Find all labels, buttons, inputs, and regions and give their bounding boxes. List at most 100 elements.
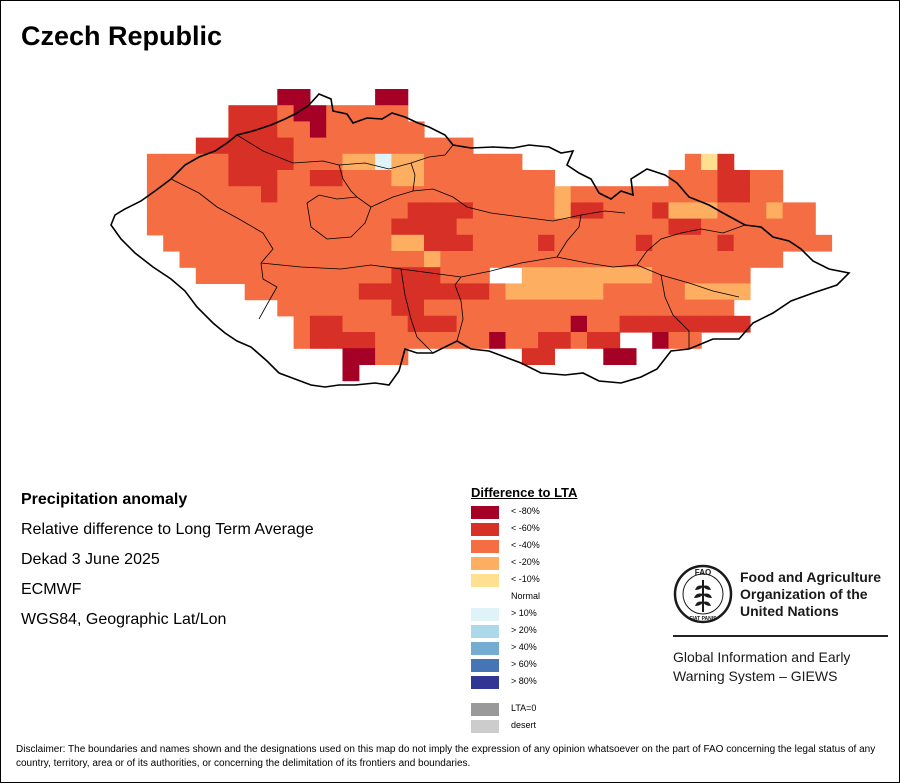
grid-cell	[684, 267, 702, 284]
grid-cell	[309, 153, 327, 171]
grid-cell	[701, 170, 718, 187]
grid-cell	[309, 332, 327, 349]
grid-cell	[733, 218, 751, 236]
grid-cell	[146, 218, 164, 236]
legend-row: Normal	[471, 589, 631, 606]
grid-cell	[798, 218, 816, 236]
grid-cell	[505, 202, 523, 220]
map-title: Czech Republic	[21, 21, 223, 51]
grid-cell	[570, 299, 588, 317]
grid-cell	[277, 299, 295, 317]
grid-cell	[261, 267, 278, 284]
grid-cell	[456, 332, 474, 349]
grid-cell	[440, 283, 458, 301]
anomaly-grid	[146, 89, 833, 382]
grid-cell	[472, 218, 490, 236]
grid-cell	[244, 234, 262, 252]
grid-cell	[261, 105, 278, 122]
grid-cell	[554, 186, 572, 203]
grid-cell	[195, 267, 213, 284]
grid-cell	[505, 299, 523, 317]
grid-cell	[733, 251, 751, 268]
grid-cell	[342, 105, 360, 122]
region-boundary	[306, 194, 372, 240]
info-line-source: ECMWF	[21, 581, 82, 598]
grid-cell	[358, 153, 376, 171]
region-boundary	[636, 224, 746, 266]
grid-cell	[391, 105, 409, 122]
grid-cell	[684, 170, 702, 187]
grid-cell	[195, 202, 213, 220]
grid-cell	[407, 283, 425, 301]
grid-cell	[717, 251, 735, 268]
grid-cell	[635, 202, 653, 220]
grid-cell	[424, 251, 441, 268]
grid-cell	[212, 153, 229, 171]
grid-cell	[472, 283, 490, 301]
grid-cell	[619, 186, 637, 203]
grid-cell	[342, 234, 360, 252]
grid-cell	[635, 218, 653, 236]
giews-name-line: Global Information and Early	[673, 649, 851, 665]
grid-cell	[391, 234, 409, 252]
grid-cell	[309, 218, 327, 236]
grid-cell	[815, 234, 833, 252]
grid-cell	[179, 202, 197, 220]
grid-cell	[326, 218, 344, 236]
grid-cell	[603, 348, 621, 365]
grid-cell	[277, 137, 295, 155]
grid-cell	[489, 283, 507, 301]
grid-cell	[701, 315, 718, 333]
grid-cell	[472, 170, 490, 187]
grid-cell	[309, 105, 327, 122]
grid-cell	[212, 218, 229, 236]
grid-cell	[717, 170, 735, 187]
grid-cell	[146, 202, 164, 220]
grid-cell	[489, 234, 507, 252]
grid-cell	[261, 202, 278, 220]
grid-cell	[309, 283, 327, 301]
grid-cell	[603, 267, 621, 284]
grid-cell	[538, 332, 555, 349]
legend-swatch	[471, 625, 499, 638]
grid-cell	[635, 251, 653, 268]
grid-cell	[456, 202, 474, 220]
grid-cell	[717, 153, 735, 171]
grid-cell	[358, 234, 376, 252]
grid-cell	[407, 121, 425, 139]
grid-cell	[375, 348, 392, 365]
grid-cell	[277, 170, 295, 187]
legend-label: Normal	[511, 591, 541, 601]
grid-cell	[733, 202, 751, 220]
grid-cell	[391, 202, 409, 220]
grid-cell	[635, 283, 653, 301]
info-line-projection: WGS84, Geographic Lat/Lon	[21, 611, 227, 628]
grid-cell	[342, 267, 360, 284]
fao-name: Food and Agriculture Organization of the…	[740, 569, 881, 620]
grid-cell	[684, 153, 702, 171]
grid-cell	[179, 251, 197, 268]
legend-label: > 40%	[511, 642, 537, 652]
grid-cell	[228, 218, 246, 236]
legend-label: desert	[511, 720, 537, 730]
region-boundary	[236, 134, 454, 170]
legend-row: < -20%	[471, 555, 631, 572]
grid-cell	[228, 186, 246, 203]
grid-cell	[603, 251, 621, 268]
grid-cell	[619, 202, 637, 220]
grid-cell	[375, 315, 392, 333]
grid-cell	[195, 153, 213, 171]
grid-cell	[326, 137, 344, 155]
grid-cell	[407, 251, 425, 268]
giews-name-line: Warning System – GIEWS	[673, 668, 838, 684]
grid-cell	[619, 283, 637, 301]
grid-cell	[146, 186, 164, 203]
grid-cell	[717, 234, 735, 252]
grid-cell	[554, 234, 572, 252]
grid-cell	[489, 251, 507, 268]
grid-cell	[505, 186, 523, 203]
grid-cell	[456, 218, 474, 236]
grid-cell	[456, 251, 474, 268]
grid-cell	[619, 234, 637, 252]
grid-cell	[701, 218, 718, 236]
